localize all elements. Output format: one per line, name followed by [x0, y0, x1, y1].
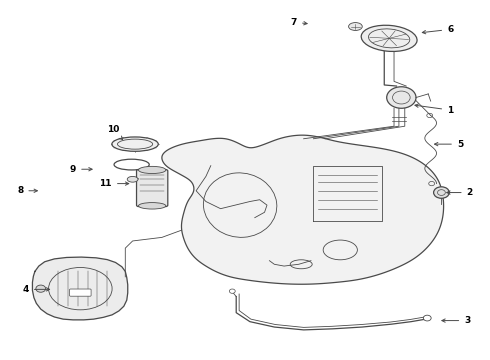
- Text: 9: 9: [70, 165, 92, 174]
- Text: 5: 5: [435, 140, 463, 149]
- Circle shape: [434, 187, 449, 198]
- Text: 8: 8: [17, 186, 37, 195]
- Ellipse shape: [361, 25, 417, 51]
- Ellipse shape: [112, 137, 158, 151]
- Text: 6: 6: [422, 25, 453, 34]
- Polygon shape: [162, 135, 443, 284]
- Text: 1: 1: [415, 104, 453, 114]
- Text: 11: 11: [99, 179, 129, 188]
- FancyBboxPatch shape: [70, 289, 91, 296]
- Text: 4: 4: [23, 285, 49, 294]
- Text: 2: 2: [447, 188, 473, 197]
- Polygon shape: [32, 257, 128, 320]
- FancyBboxPatch shape: [137, 170, 168, 207]
- Circle shape: [387, 87, 416, 108]
- Text: 3: 3: [442, 316, 470, 325]
- Ellipse shape: [139, 203, 166, 209]
- Text: 10: 10: [107, 125, 122, 140]
- Ellipse shape: [127, 176, 138, 182]
- Circle shape: [36, 285, 46, 292]
- Ellipse shape: [139, 166, 166, 174]
- Circle shape: [229, 289, 235, 293]
- Text: 7: 7: [291, 18, 307, 27]
- Ellipse shape: [348, 23, 362, 31]
- Circle shape: [423, 315, 431, 321]
